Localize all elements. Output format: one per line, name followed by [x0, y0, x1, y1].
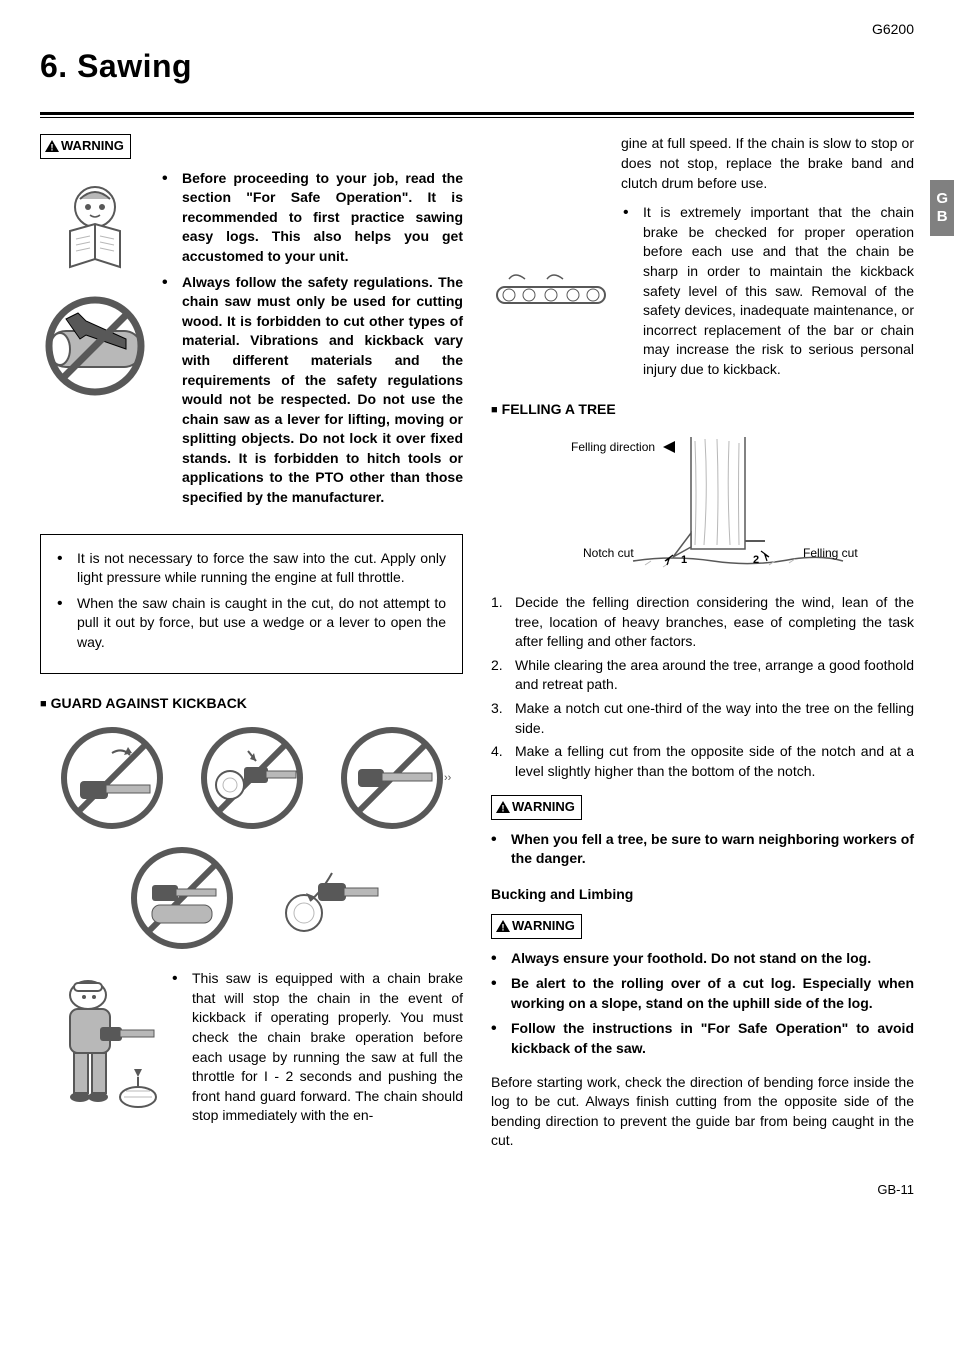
framed-tips: It is not necessary to force the saw int…: [40, 534, 463, 674]
cont2-bullet: It is extremely important that the chain…: [623, 203, 914, 379]
felling-step-text: Make a notch cut one-third of the way in…: [515, 699, 914, 738]
felling-step-text: Make a felling cut from the opposite sid…: [515, 742, 914, 781]
svg-text:!: !: [502, 804, 505, 814]
warn2-text: Follow the instructions in "For Safe Ope…: [511, 1019, 914, 1058]
brake-bullet: This saw is equipped with a chain brake …: [172, 969, 463, 1126]
cont-text-2-wrap: It is extremely important that the chain…: [623, 203, 914, 385]
framed-bullet-text: It is not necessary to force the saw int…: [77, 549, 446, 588]
warning-text: WARNING: [512, 799, 575, 814]
operator-illustration: [40, 969, 160, 1119]
chain-check-row: It is extremely important that the chain…: [491, 203, 914, 385]
closing-paragraph: Before starting work, check the directio…: [491, 1073, 914, 1151]
felling-heading: ■FELLING A TREE: [491, 400, 914, 420]
warn1-list: When you fell a tree, be sure to warn ne…: [491, 830, 914, 869]
framed-bullet-list: It is not necessary to force the saw int…: [57, 549, 446, 653]
warning-badge-3: ! WARNING: [491, 914, 582, 938]
bucking-heading: Bucking and Limbing: [491, 885, 914, 905]
warn2-list: Always ensure your foothold. Do not stan…: [491, 949, 914, 1059]
page-number: GB-11: [40, 1181, 914, 1199]
chain-illustration: [491, 259, 611, 329]
language-tab: G B: [930, 180, 954, 236]
warn2-bullet: Follow the instructions in "For Safe Ope…: [491, 1019, 914, 1058]
language-tab-line2: B: [936, 208, 948, 226]
svg-text:!: !: [502, 923, 505, 933]
left-column: ! WARNING: [40, 134, 463, 1151]
page-title: 6. Sawing: [40, 44, 914, 93]
header-model: G6200: [40, 20, 914, 40]
intro-bullet: Before proceeding to your job, read the …: [162, 169, 463, 267]
svg-text:!: !: [51, 143, 54, 153]
felling-step: While clearing the area around the tree,…: [491, 656, 914, 695]
title-rule-thick: [40, 112, 914, 115]
felling-step: Make a notch cut one-third of the way in…: [491, 699, 914, 738]
warn2-bullet: Always ensure your foothold. Do not stan…: [491, 949, 914, 969]
warn1-text: When you fell a tree, be sure to warn ne…: [511, 830, 914, 869]
label-felling-cut: Felling cut: [803, 546, 858, 560]
felling-step: Make a felling cut from the opposite sid…: [491, 742, 914, 781]
warn1-bullet: When you fell a tree, be sure to warn ne…: [491, 830, 914, 869]
warning-text: WARNING: [61, 138, 124, 153]
right-column: gine at full speed. If the chain is slow…: [491, 134, 914, 1151]
reading-manual-illustration: [40, 169, 150, 279]
brake-row: This saw is equipped with a chain brake …: [40, 969, 463, 1132]
prohibit-nonwood-illustration: [40, 291, 150, 401]
felling-step: Decide the felling direction considering…: [491, 593, 914, 652]
warn2-text: Always ensure your foothold. Do not stan…: [511, 949, 914, 969]
warning-text: WARNING: [512, 918, 575, 933]
intro-bullet-list: Before proceeding to your job, read the …: [162, 169, 463, 508]
intro-text: Before proceeding to your job, read the …: [162, 169, 463, 514]
felling-diagram: Felling direction Notch cut 1 2 Felling …: [491, 429, 914, 579]
warning-badge: ! WARNING: [40, 134, 131, 158]
felling-step-text: Decide the felling direction considering…: [515, 593, 914, 652]
brake-bullet-text: This saw is equipped with a chain brake …: [192, 969, 463, 1126]
svg-text:››: ››: [444, 772, 452, 784]
warn2-text: Be alert to the rolling over of a cut lo…: [511, 974, 914, 1013]
intro-bullet-text: Before proceeding to your job, read the …: [182, 169, 463, 267]
brake-text: This saw is equipped with a chain brake …: [172, 969, 463, 1132]
label-felling-direction: Felling direction: [571, 440, 655, 454]
felling-steps: Decide the felling direction considering…: [491, 593, 914, 781]
framed-bullet: When the saw chain is caught in the cut,…: [57, 594, 446, 653]
two-column-layout: ! WARNING: [40, 134, 914, 1151]
label-n2: 2: [753, 554, 759, 566]
warn2-bullet: Be alert to the rolling over of a cut lo…: [491, 974, 914, 1013]
title-rule-thin: [40, 117, 914, 118]
kickback-heading: ■GUARD AGAINST KICKBACK: [40, 694, 463, 714]
intro-illustrations: [40, 169, 150, 401]
felling-heading-text: FELLING A TREE: [502, 401, 616, 417]
intro-bullet: Always follow the safety regulations. Th…: [162, 273, 463, 508]
framed-bullet: It is not necessary to force the saw int…: [57, 549, 446, 588]
label-n1: 1: [681, 554, 687, 566]
intro-row: Before proceeding to your job, read the …: [40, 169, 463, 514]
kickback-illustrations: ››: [40, 723, 463, 953]
framed-bullet-text: When the saw chain is caught in the cut,…: [77, 594, 446, 653]
warning-badge-2: ! WARNING: [491, 795, 582, 819]
felling-step-text: While clearing the area around the tree,…: [515, 656, 914, 695]
warning-triangle-icon: !: [496, 801, 510, 813]
cont2-list: It is extremely important that the chain…: [623, 203, 914, 379]
warning-triangle-icon: !: [45, 140, 59, 152]
intro-bullet-text: Always follow the safety regulations. Th…: [182, 273, 463, 508]
cont2-text: It is extremely important that the chain…: [643, 203, 914, 379]
warning-triangle-icon: !: [496, 920, 510, 932]
brake-bullet-list: This saw is equipped with a chain brake …: [172, 969, 463, 1126]
label-notch-cut: Notch cut: [583, 546, 634, 560]
cont-text-1: gine at full speed. If the chain is slow…: [491, 134, 914, 193]
language-tab-line1: G: [936, 190, 948, 208]
kickback-heading-text: GUARD AGAINST KICKBACK: [51, 695, 247, 711]
